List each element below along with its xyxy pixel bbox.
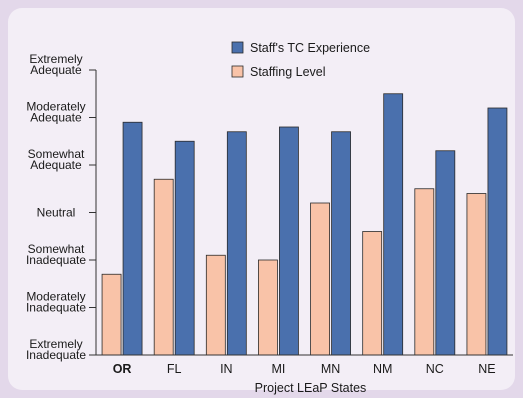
x-axis-title: Project LEaP States	[255, 381, 367, 395]
legend-label: Staffing Level	[250, 65, 326, 79]
x-tick-label-fl: FL	[167, 362, 182, 376]
x-tick-label-nm: NM	[373, 362, 392, 376]
bar-mi-staffing-level	[258, 259, 278, 356]
legend-swatch	[231, 65, 244, 78]
bar-or-tc-experience	[122, 121, 143, 356]
bar-mn-staffing-level	[310, 202, 330, 356]
bar-fl-staffing-level	[153, 178, 174, 356]
y-tick-label: Somewhat Inadequate	[26, 242, 86, 267]
y-tick-label: Moderately Inadequate	[26, 290, 86, 315]
bar-or-staffing-level	[101, 273, 122, 356]
x-tick-label-ne: NE	[478, 362, 495, 376]
x-tick-label-mn: MN	[321, 362, 340, 376]
legend-swatch	[231, 41, 244, 54]
y-tick-label: Extremely Adequate	[29, 52, 82, 77]
bar-in-staffing-level	[205, 254, 226, 356]
bar-fl-tc-experience	[174, 140, 195, 356]
bar-nm-staffing-level	[362, 231, 383, 356]
x-tick-label-mi: MI	[271, 362, 285, 376]
bar-in-tc-experience	[226, 131, 247, 356]
y-axis: Extremely Inadequate Moderately Inadequate S…	[26, 52, 96, 362]
bar-mn-tc-experience	[331, 131, 351, 356]
bar-nc-tc-experience	[435, 150, 456, 356]
y-tick-label: Extremely Inadequate	[26, 337, 86, 362]
y-tick-label: Somewhat Adequate	[28, 147, 85, 172]
x-axis: OR FL IN MI MN NM NC NE	[113, 362, 496, 376]
bars-group	[101, 93, 508, 356]
bar-ne-tc-experience	[487, 107, 508, 356]
x-tick-label-or: OR	[113, 362, 132, 376]
x-tick-label-in: IN	[220, 362, 233, 376]
bar-ne-staffing-level	[466, 193, 487, 356]
y-tick-label: Moderately Adequate	[26, 100, 85, 125]
legend-label: Staff's TC Experience	[250, 41, 370, 55]
bar-nc-staffing-level	[414, 188, 435, 356]
bar-mi-tc-experience	[279, 126, 299, 356]
x-tick-label-nc: NC	[426, 362, 444, 376]
legend: Staff's TC Experience Staffing Level	[231, 41, 370, 79]
y-tick-label: Neutral	[37, 206, 76, 220]
bar-nm-tc-experience	[383, 93, 404, 356]
